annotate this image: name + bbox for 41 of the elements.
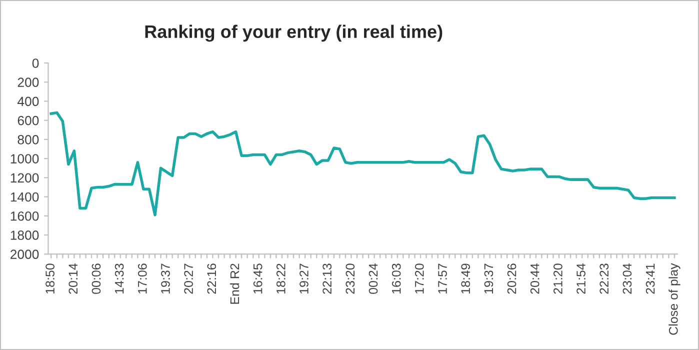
x-tick-label: 19:37 xyxy=(161,264,170,294)
x-tick-label: 20:14 xyxy=(68,263,78,294)
y-tick-label: 800 xyxy=(18,135,39,144)
y-tick-label: 1400 xyxy=(10,192,39,202)
x-tick-label: 18:50 xyxy=(46,264,54,294)
x-tick-label: 16:45 xyxy=(253,264,262,294)
y-tick-label: 200 xyxy=(18,78,39,88)
y-tick-label: 1600 xyxy=(10,211,39,221)
y-tick-label: 0 xyxy=(32,58,39,68)
x-tick-label: 20:27 xyxy=(184,264,193,294)
y-tick-label: 1800 xyxy=(10,230,39,240)
x-tick-label: 19:37 xyxy=(484,264,494,294)
x-tick-label: 23:04 xyxy=(622,263,632,294)
x-tick-label: Close of play xyxy=(668,263,680,335)
x-tick-label: 17:20 xyxy=(415,264,424,294)
x-tick-label: 17:06 xyxy=(138,264,147,294)
x-tick-label: 18:49 xyxy=(461,264,470,294)
y-tick-label: 600 xyxy=(18,116,39,126)
x-tick-label: 21:20 xyxy=(554,264,562,294)
x-tick-label: 22:16 xyxy=(207,264,216,294)
x-tick-label: 20:44 xyxy=(530,263,540,294)
x-tick-label: 18:22 xyxy=(276,264,286,294)
x-tick-label: 00:24 xyxy=(368,263,378,294)
x-tick-label: End R2 xyxy=(230,264,240,304)
x-tick-label: 23:41 xyxy=(646,264,655,294)
x-tick-label: 16:03 xyxy=(392,264,401,294)
x-tick-label: 22:23 xyxy=(600,264,609,294)
y-tick-label: 1000 xyxy=(10,154,39,164)
x-tick-label: 20:26 xyxy=(507,264,516,294)
y-tick-label: 400 xyxy=(17,96,39,106)
x-tick-label: 22:13 xyxy=(322,264,332,294)
x-tick-label: 14:33 xyxy=(114,264,124,294)
y-tick-label: 2000 xyxy=(10,250,39,260)
x-tick-label: 00:06 xyxy=(92,264,101,294)
x-tick-label: 23:20 xyxy=(346,264,355,294)
chart-title: Ranking of your entry (in real time) xyxy=(145,24,442,42)
line-series xyxy=(50,111,676,216)
x-tick-label: 21:54 xyxy=(576,263,586,294)
x-tick-label: 17:57 xyxy=(438,264,447,294)
x-tick-label: 19:27 xyxy=(300,264,308,294)
y-tick-label: 1200 xyxy=(10,173,39,183)
